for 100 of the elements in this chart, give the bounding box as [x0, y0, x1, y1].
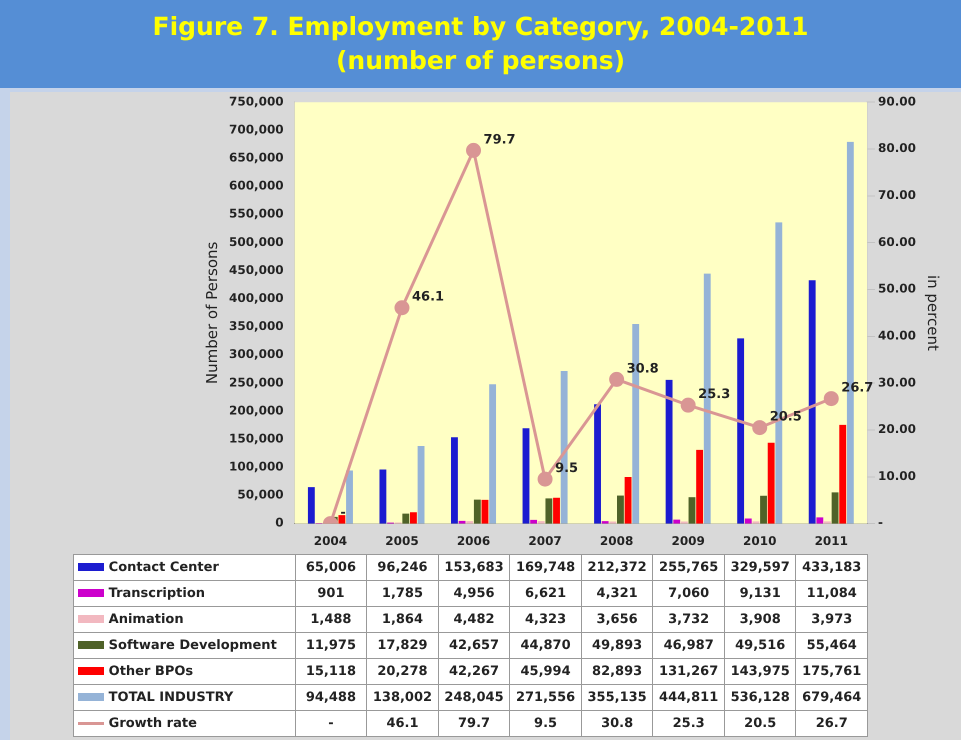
bar: [410, 512, 417, 524]
y-tick-label: 100,000: [229, 460, 284, 474]
bar: [824, 521, 831, 524]
y-tick-label: 450,000: [229, 262, 284, 277]
data-label: 9,131: [724, 580, 796, 607]
bar: [474, 500, 481, 524]
y2-tick-label: 90.00: [878, 94, 916, 108]
data-label: 6,621: [509, 580, 582, 607]
data-label: 169,748: [509, 554, 582, 581]
data-label: 131,267: [652, 658, 725, 685]
y-tick-label: 750,000: [229, 94, 284, 108]
data-label: 30.8: [580, 710, 654, 737]
point: [466, 142, 482, 158]
legend-label: TOTAL INDUSTRY: [108, 690, 234, 705]
bar: [522, 428, 530, 524]
bar: [594, 404, 601, 524]
data-label: 444,811: [652, 684, 725, 711]
text: 25.3: [698, 387, 730, 402]
bar: [338, 515, 346, 524]
data-label: 96,246: [366, 554, 439, 581]
data-label: 65,006: [294, 554, 368, 581]
bar: [402, 514, 410, 524]
data-label: 679,464: [795, 684, 868, 711]
data-label: 1,864: [366, 606, 439, 633]
bar: [553, 498, 560, 524]
y2-tick-label: 60.00: [878, 234, 916, 249]
legend-label: Growth rate: [108, 716, 197, 731]
bar: [839, 424, 846, 524]
text: 30.8: [626, 361, 659, 376]
text: 79.7: [484, 132, 516, 148]
y-tick-label: 300,000: [229, 347, 284, 362]
y-tick-label: 500,000: [229, 234, 284, 249]
bar: [816, 517, 824, 524]
text: 20.5: [770, 409, 802, 424]
x-tick-label: 2007: [528, 534, 562, 548]
y-tick-label: 250,000: [229, 375, 284, 390]
y-tick-label: 200,000: [229, 403, 284, 418]
x-tick-label: 2004: [314, 534, 348, 548]
data-label: 55,464: [795, 632, 868, 659]
data-label: 329,597: [724, 554, 796, 581]
chart-title: Figure 7. Employment by Category, 2004-2011: [152, 11, 810, 43]
y2-tick-label: 70.00: [878, 188, 916, 202]
data-label: 138,002: [366, 684, 439, 711]
x-tick-label: 2011: [814, 534, 848, 548]
data-label: 3,656: [580, 606, 654, 633]
y-tick-label: 700,000: [229, 122, 284, 136]
legend-label: Animation: [108, 612, 184, 627]
legend-label: Other BPOs: [108, 664, 194, 679]
y-tick-label: 650,000: [229, 150, 284, 165]
data-label: 46,987: [652, 632, 725, 659]
bar: [696, 450, 704, 524]
point: [752, 420, 768, 436]
point: [680, 398, 696, 413]
data-label: 9.5: [509, 710, 582, 737]
y2-tick-label: -: [878, 516, 884, 530]
point: [609, 372, 624, 387]
data-label: 143,975: [724, 658, 796, 685]
y-tick-label: 350,000: [229, 319, 284, 334]
data-label: 153,683: [438, 554, 510, 581]
x-tick-label: 2005: [385, 534, 419, 548]
data-label: 4,956: [438, 580, 510, 607]
y2-tick-label: 40.00: [878, 328, 916, 342]
data-label: 11,084: [795, 580, 868, 607]
y2-tick-label: 30.00: [878, 375, 916, 390]
bar: [466, 521, 474, 524]
data-label: 26.7: [795, 710, 868, 737]
data-label: 20.5: [724, 710, 796, 737]
y2-tick-label: 50.00: [878, 282, 916, 296]
y-tick-label: 0: [275, 516, 284, 530]
data-label: 271,556: [509, 684, 582, 711]
data-label: 4,323: [509, 606, 582, 633]
bar: [737, 338, 744, 524]
data-label: 49,516: [724, 632, 796, 659]
bar: [458, 520, 466, 524]
bar: [602, 521, 609, 524]
data-label: 42,657: [438, 632, 510, 659]
x-tick-label: 2006: [456, 534, 490, 548]
x-tick-label: 2010: [743, 534, 776, 548]
data-label: 4,321: [580, 580, 654, 607]
text: 46.1: [412, 290, 444, 305]
bar: [752, 521, 760, 524]
y2-axis-title: in percent: [924, 274, 942, 351]
bar: [666, 380, 673, 524]
y-tick-label: 600,000: [229, 178, 284, 193]
y-tick-label: 50,000: [237, 488, 284, 502]
text: 9.5: [555, 460, 578, 476]
data-label: 1,785: [366, 580, 439, 607]
bar: [624, 477, 632, 524]
bar: [418, 446, 424, 524]
point: [538, 472, 553, 487]
bar: [545, 498, 552, 524]
data-label: 15,118: [294, 658, 368, 685]
x-tick-label: 2009: [671, 534, 705, 548]
bar: [489, 384, 496, 524]
data-label: 45,994: [509, 658, 582, 685]
bar: [451, 437, 458, 524]
bar: [673, 520, 680, 524]
x-tick-label: 2008: [600, 534, 634, 548]
data-label: 44,870: [509, 632, 582, 659]
y2-tick-label: 10.00: [878, 468, 916, 483]
